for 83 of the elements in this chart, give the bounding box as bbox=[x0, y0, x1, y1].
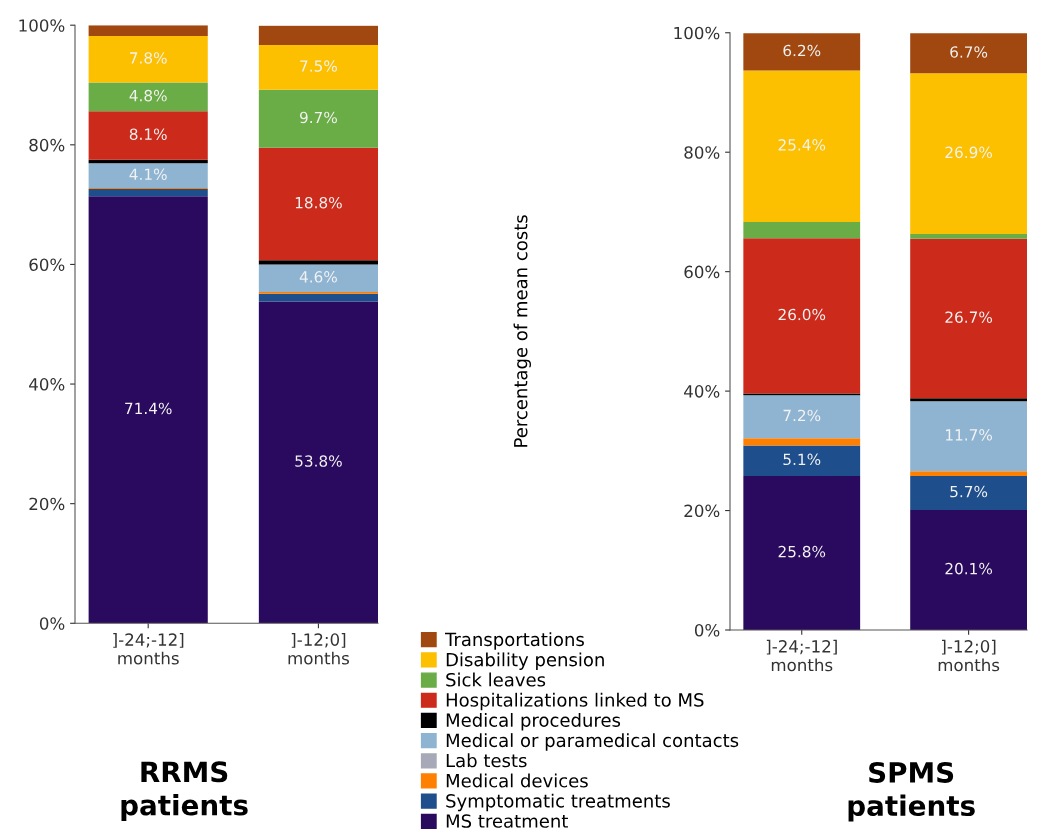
data-label: 9.7% bbox=[299, 111, 337, 124]
bar bbox=[88, 196, 208, 624]
x-tick-label: ]-12;0] months bbox=[938, 639, 1000, 672]
bar bbox=[910, 234, 1027, 239]
data-label: 18.8% bbox=[295, 196, 342, 209]
bar bbox=[258, 260, 378, 265]
data-label: 11.7% bbox=[946, 429, 993, 441]
x-tick-label: ]-24;-12] months bbox=[766, 639, 837, 672]
bar bbox=[88, 163, 208, 188]
data-label: 53.8% bbox=[295, 455, 342, 467]
bar bbox=[258, 147, 378, 261]
data-label: 4.6% bbox=[299, 271, 337, 283]
y-tick-label: 60% bbox=[29, 258, 65, 271]
bar bbox=[88, 111, 208, 160]
legend-label: Medical or paramedical contacts bbox=[446, 733, 739, 751]
y-tick-label: 80% bbox=[29, 138, 65, 152]
y-axis-title: Percentage of mean costs bbox=[513, 215, 532, 447]
bar bbox=[258, 301, 378, 624]
y-tick-label: 80% bbox=[684, 146, 720, 159]
bar bbox=[88, 35, 208, 83]
bar bbox=[743, 438, 861, 446]
bar bbox=[743, 445, 861, 476]
bar bbox=[88, 82, 208, 112]
data-label: 26.0% bbox=[778, 308, 826, 321]
data-label: 5.1% bbox=[783, 453, 821, 466]
bar bbox=[258, 44, 378, 90]
y-tick-label: 40% bbox=[684, 385, 720, 398]
bar bbox=[258, 293, 378, 302]
data-label: 4.8% bbox=[129, 89, 167, 102]
bar bbox=[910, 475, 1027, 510]
legend-label: Disability pension bbox=[446, 652, 604, 670]
y-tick-label: 0% bbox=[694, 623, 720, 637]
legend-label: Sick leaves bbox=[446, 672, 546, 687]
bar bbox=[910, 509, 1027, 630]
bar bbox=[743, 395, 861, 439]
y-tick-label: 40% bbox=[29, 378, 65, 391]
bar bbox=[258, 89, 378, 148]
x-axis-title: RRMS patients bbox=[121, 761, 248, 821]
x-tick-label: ]-12;0] months bbox=[288, 633, 349, 665]
bar bbox=[258, 264, 378, 292]
legend-label: Medical procedures bbox=[446, 712, 621, 731]
bar bbox=[910, 398, 1027, 402]
data-label: 6.7% bbox=[950, 46, 988, 58]
data-label: 26.7% bbox=[945, 311, 993, 323]
data-label: 6.2% bbox=[783, 44, 821, 57]
x-axis-title: SPMS patients bbox=[848, 761, 975, 822]
data-label: 7.8% bbox=[130, 52, 167, 64]
data-label: 25.8% bbox=[778, 545, 826, 558]
bar bbox=[910, 73, 1027, 235]
y-tick-label: 100% bbox=[19, 19, 65, 32]
bar bbox=[743, 33, 861, 71]
data-label: 7.2% bbox=[783, 409, 821, 422]
data-label: 7.5% bbox=[300, 60, 337, 72]
data-label: 5.7% bbox=[950, 485, 988, 498]
bar bbox=[743, 238, 861, 394]
y-tick-label: 60% bbox=[684, 265, 720, 279]
legend-label: Hospitalizations linked to MS bbox=[446, 692, 704, 711]
data-label: 71.4% bbox=[125, 402, 172, 415]
data-label: 8.1% bbox=[129, 128, 167, 140]
y-tick-label: 20% bbox=[684, 504, 720, 518]
bar bbox=[910, 33, 1027, 74]
legend-label: MS treatment bbox=[446, 814, 568, 828]
bar bbox=[743, 70, 861, 223]
bar bbox=[88, 25, 208, 36]
legend-label: Transportations bbox=[445, 632, 584, 650]
data-label: 4.1% bbox=[129, 168, 167, 181]
bar bbox=[910, 238, 1027, 399]
legend-label: Lab tests bbox=[446, 753, 527, 768]
y-tick-label: 100% bbox=[674, 26, 720, 40]
data-label: 20.1% bbox=[945, 562, 993, 575]
legend-label: Symptomatic treatments bbox=[446, 793, 670, 812]
y-tick-label: 20% bbox=[29, 497, 65, 511]
bar bbox=[743, 222, 861, 239]
legend-label: Medical devices bbox=[446, 773, 588, 788]
data-label: 25.4% bbox=[778, 139, 826, 151]
x-tick-label: ]-24;-12] months bbox=[113, 633, 184, 665]
bar bbox=[910, 401, 1027, 472]
bar bbox=[258, 25, 378, 45]
bar bbox=[910, 471, 1027, 476]
data-label: 26.9% bbox=[945, 146, 993, 159]
y-tick-label: 0% bbox=[39, 617, 65, 630]
bar bbox=[88, 189, 208, 197]
bar bbox=[743, 475, 861, 630]
